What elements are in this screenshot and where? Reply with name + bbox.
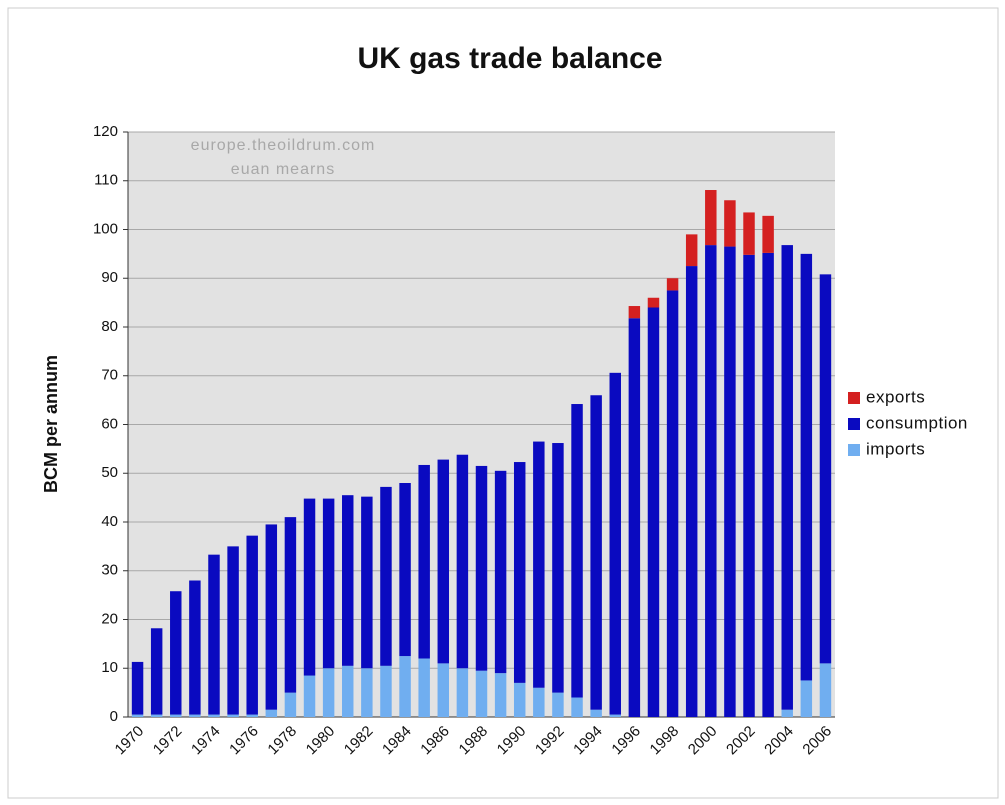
bar-segment (513, 462, 526, 683)
bar-segment (800, 253, 813, 681)
bar-segment (628, 306, 641, 319)
bar-segment (705, 190, 717, 246)
bar-segment (819, 663, 832, 717)
bar-segment (571, 404, 583, 698)
bar-segment (361, 668, 373, 717)
bar-segment (227, 714, 239, 717)
bar-segment (685, 234, 698, 267)
bar-segment (590, 395, 602, 710)
bar-segment (456, 668, 469, 717)
bar-segment (303, 498, 316, 676)
bar-segment (533, 441, 545, 688)
bar-segment (743, 254, 755, 717)
bar-segment (227, 546, 239, 715)
bar-segment (724, 200, 736, 247)
y-tick-label: 0 (110, 708, 118, 725)
bar-segment (552, 443, 564, 693)
bar-segment (170, 591, 182, 715)
bar-segment (475, 465, 488, 671)
bar-segment (666, 278, 679, 291)
bar-segment (342, 495, 354, 666)
bar-segment (170, 714, 182, 717)
bar-segment (208, 554, 220, 715)
bar-segment (380, 665, 392, 717)
bar-segment (513, 682, 526, 717)
bar-segment (361, 496, 373, 669)
bar-segment (494, 673, 507, 717)
bar-segment (743, 212, 755, 255)
watermark: euan mearns (231, 161, 335, 178)
bar-segment (685, 266, 698, 717)
bar-segment (609, 372, 621, 715)
bar-segment (418, 658, 430, 717)
bar-segment (246, 535, 258, 715)
bar-segment (590, 709, 602, 717)
bar-segment (762, 252, 774, 717)
legend-swatch (848, 444, 860, 456)
bar-segment (533, 687, 545, 717)
y-tick-label: 40 (101, 513, 118, 530)
y-tick-label: 10 (101, 659, 118, 676)
bar-segment (552, 692, 564, 717)
bar-segment (781, 245, 793, 710)
legend-label: consumption (866, 413, 968, 432)
bar-segment (418, 464, 430, 659)
bar-segment (437, 663, 450, 717)
bar-segment (781, 709, 793, 717)
bar-segment (131, 714, 144, 717)
bar-segment (399, 656, 411, 717)
y-tick-label: 50 (101, 464, 118, 481)
bar-segment (150, 628, 163, 715)
y-tick-label: 30 (101, 562, 118, 579)
bar-segment (437, 459, 450, 664)
bar-segment (246, 714, 258, 717)
bar-segment (284, 517, 297, 693)
y-tick-label: 90 (101, 269, 118, 286)
bar-segment (189, 714, 201, 717)
legend-label: exports (866, 387, 925, 406)
bar-segment (189, 580, 201, 715)
y-tick-label: 110 (94, 172, 118, 189)
bar-segment (666, 290, 679, 717)
y-tick-label: 100 (93, 220, 118, 237)
bar-segment (494, 470, 507, 674)
bar-segment (284, 692, 297, 717)
bar-segment (150, 714, 163, 717)
bar-segment (380, 486, 392, 666)
chart-title: UK gas trade balance (357, 42, 662, 75)
bar-segment (647, 297, 660, 308)
y-axis-label: BCM per annum (41, 355, 61, 493)
bar-segment (571, 697, 583, 717)
bar-segment (303, 675, 316, 717)
bar-segment (724, 246, 736, 717)
y-tick-label: 80 (101, 318, 118, 335)
y-tick-label: 20 (101, 610, 118, 627)
bar-segment (819, 274, 832, 664)
bar-segment (456, 454, 469, 669)
bar-segment (475, 670, 488, 717)
bar-segment (131, 661, 144, 715)
bar-segment (322, 498, 335, 669)
legend-label: imports (866, 439, 925, 458)
bar-segment (705, 245, 717, 717)
y-tick-label: 120 (93, 123, 118, 140)
y-tick-label: 70 (101, 367, 118, 384)
bar-segment (208, 714, 220, 717)
legend-swatch (848, 418, 860, 430)
bar-segment (399, 483, 411, 657)
bar-segment (342, 665, 354, 717)
legend-swatch (848, 392, 860, 404)
y-tick-label: 60 (101, 415, 118, 432)
bar-segment (322, 668, 335, 717)
bar-segment (762, 215, 774, 253)
bar-segment (609, 714, 621, 717)
bar-segment (628, 318, 641, 717)
bar-segment (800, 680, 813, 717)
watermark: europe.theoildrum.com (191, 137, 376, 154)
bar-segment (647, 307, 660, 717)
bar-segment (265, 709, 278, 717)
bar-segment (265, 524, 278, 710)
